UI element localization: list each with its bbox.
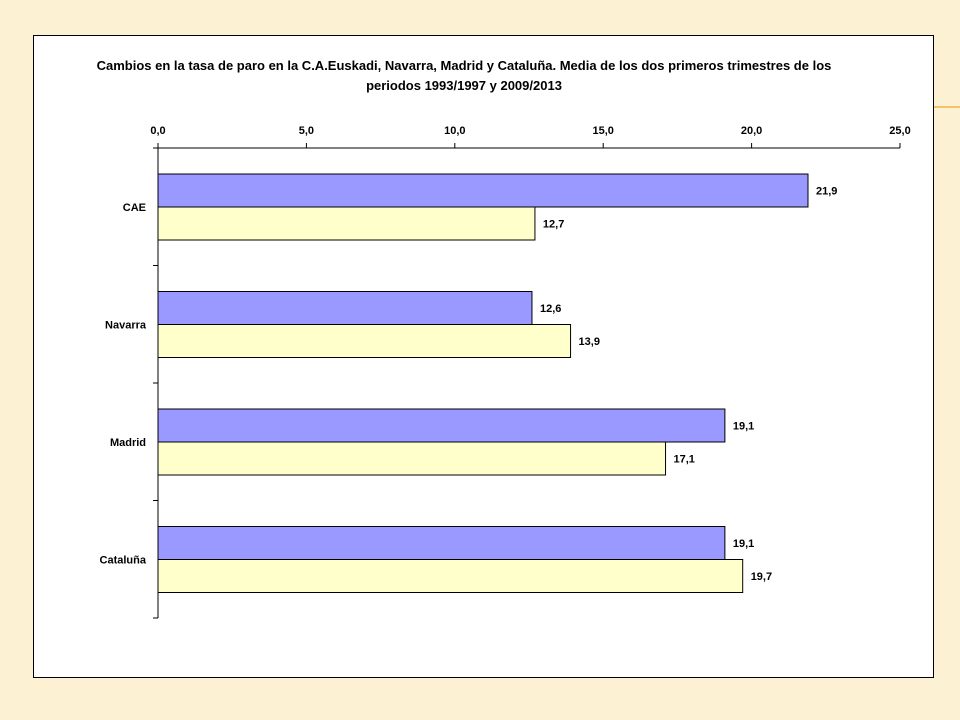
bar-cae-series-1: [157, 173, 809, 208]
bar-madrid-series-2: [157, 441, 667, 476]
category-label: CAE: [123, 202, 146, 214]
x-tick-label: 20,0: [741, 125, 762, 137]
bar-navarra-series-2: [157, 324, 572, 358]
x-tick-label: 0,0: [150, 125, 165, 137]
data-label: 21,9: [816, 186, 837, 198]
bar-cae-series-2: [157, 206, 536, 241]
data-label: 19,1: [733, 538, 754, 550]
bar-catalu-a-series-2: [157, 559, 744, 593]
data-label: 17,1: [674, 454, 695, 466]
bar-catalu-a-series-1: [157, 526, 726, 560]
category-label: Cataluña: [100, 555, 147, 567]
chart-frame: Cambios en la tasa de paro en la C.A.Eus…: [33, 35, 934, 678]
x-tick-label: 5,0: [299, 125, 314, 137]
data-label: 12,7: [543, 219, 564, 231]
data-label: 12,6: [540, 303, 561, 315]
data-label: 19,7: [751, 571, 772, 583]
chart-title: Cambios en la tasa de paro en la C.A.Eus…: [96, 58, 832, 93]
bar-chart: 21,9 12,7 CAE 12,6 13,9 Navarra 19,1 17,1 Madrid…: [100, 125, 911, 619]
x-tick-label: 10,0: [444, 125, 465, 137]
x-tick-label: 15,0: [592, 125, 613, 137]
decorative-accent-line: [930, 106, 960, 108]
category-label: Navarra: [105, 320, 147, 332]
category-label: Madrid: [110, 437, 146, 449]
bar-navarra-series-1: [157, 291, 533, 325]
data-label: 19,1: [733, 421, 754, 433]
data-label: 13,9: [579, 336, 600, 348]
x-tick-label: 25,0: [889, 125, 910, 137]
bar-madrid-series-1: [157, 408, 726, 443]
